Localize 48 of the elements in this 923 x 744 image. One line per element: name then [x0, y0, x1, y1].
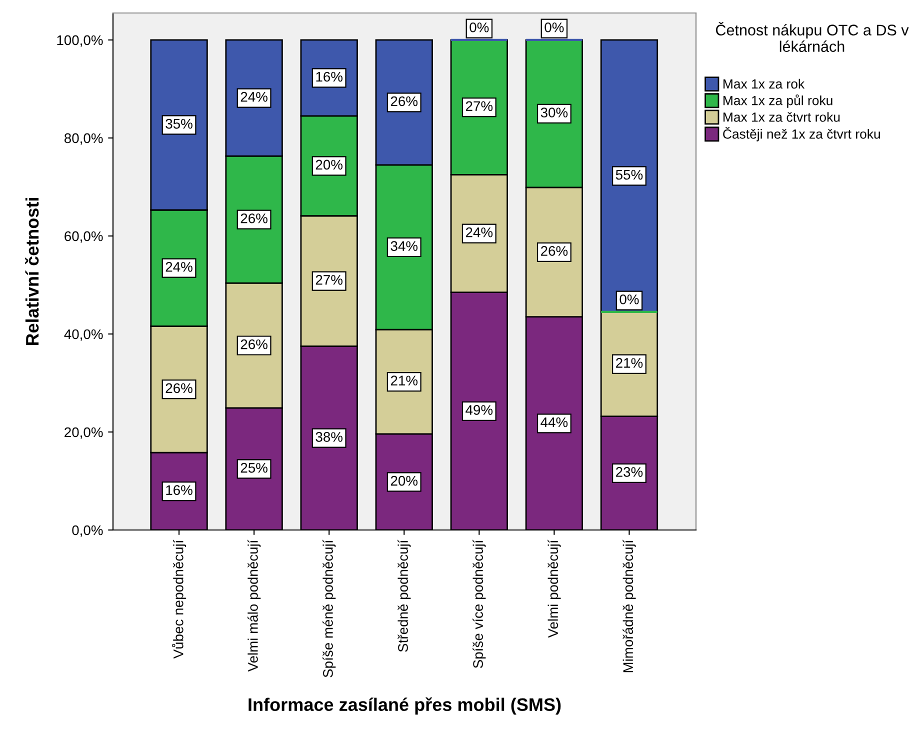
data-label: 27%: [466, 101, 493, 112]
data-label: 27%: [316, 274, 342, 285]
data-label: 44%: [540, 417, 568, 428]
y-tick-label: 40,0%: [64, 329, 103, 341]
data-label: 23%: [616, 467, 643, 477]
y-tick-label: 20,0%: [64, 427, 103, 439]
data-label: 24%: [466, 227, 493, 238]
data-label: 30%: [540, 108, 568, 118]
legend-label: Max 1x za rok: [724, 78, 805, 89]
data-label: 26%: [390, 96, 418, 106]
x-tick-label: Středně podněcují: [398, 540, 411, 652]
legend-label: Častěji než 1x za čtvrt roku: [723, 127, 880, 142]
x-tick-label: Spíše více podněcují: [472, 540, 486, 668]
data-label: 0%: [620, 294, 639, 304]
data-label: 55%: [616, 170, 643, 180]
data-label: 49%: [466, 405, 493, 415]
data-label: 26%: [540, 246, 568, 256]
data-label: 21%: [616, 358, 643, 368]
legend-title: Četnost nákupu OTC a DS v lékárnách: [716, 22, 909, 52]
data-label: 38%: [316, 432, 342, 442]
data-label: 26%: [240, 339, 268, 350]
data-label: 25%: [240, 462, 268, 473]
x-tick-label: Velmi podněcují: [548, 540, 561, 638]
legend-label: Max 1x za čtvrt roku: [724, 112, 840, 122]
x-tick-label: Vůbec nepodněcují: [172, 540, 186, 659]
y-tick-label: 60,0%: [64, 231, 103, 243]
y-tick-label: 100,0%: [57, 35, 103, 47]
data-label: 16%: [316, 72, 342, 82]
x-tick-label: Velmi málo podněcují: [248, 540, 261, 672]
data-label: 16%: [166, 485, 192, 496]
y-tick-label: 0,0%: [72, 525, 103, 537]
legend-label: Max 1x za půl roku: [724, 94, 832, 108]
data-label: 0%: [544, 22, 564, 32]
y-tick-label: 80,0%: [64, 133, 103, 145]
data-label: 20%: [316, 160, 342, 170]
data-label: 0%: [470, 22, 489, 32]
data-label: 24%: [166, 262, 192, 272]
data-label: 35%: [166, 118, 192, 129]
y-axis-title: Relativní četnosti: [25, 198, 39, 346]
data-label: 26%: [240, 213, 268, 224]
data-label: 26%: [166, 383, 192, 394]
data-label: 21%: [390, 376, 418, 386]
data-label: 34%: [390, 241, 418, 251]
data-label: 24%: [240, 92, 268, 102]
x-tick-label: Spíše méně podněcují: [322, 540, 336, 678]
x-tick-label: Mimořádně podněcují: [622, 540, 636, 672]
data-label: 20%: [390, 476, 418, 486]
x-axis-title: Informace zasílané přes mobil (SMS): [248, 697, 561, 715]
